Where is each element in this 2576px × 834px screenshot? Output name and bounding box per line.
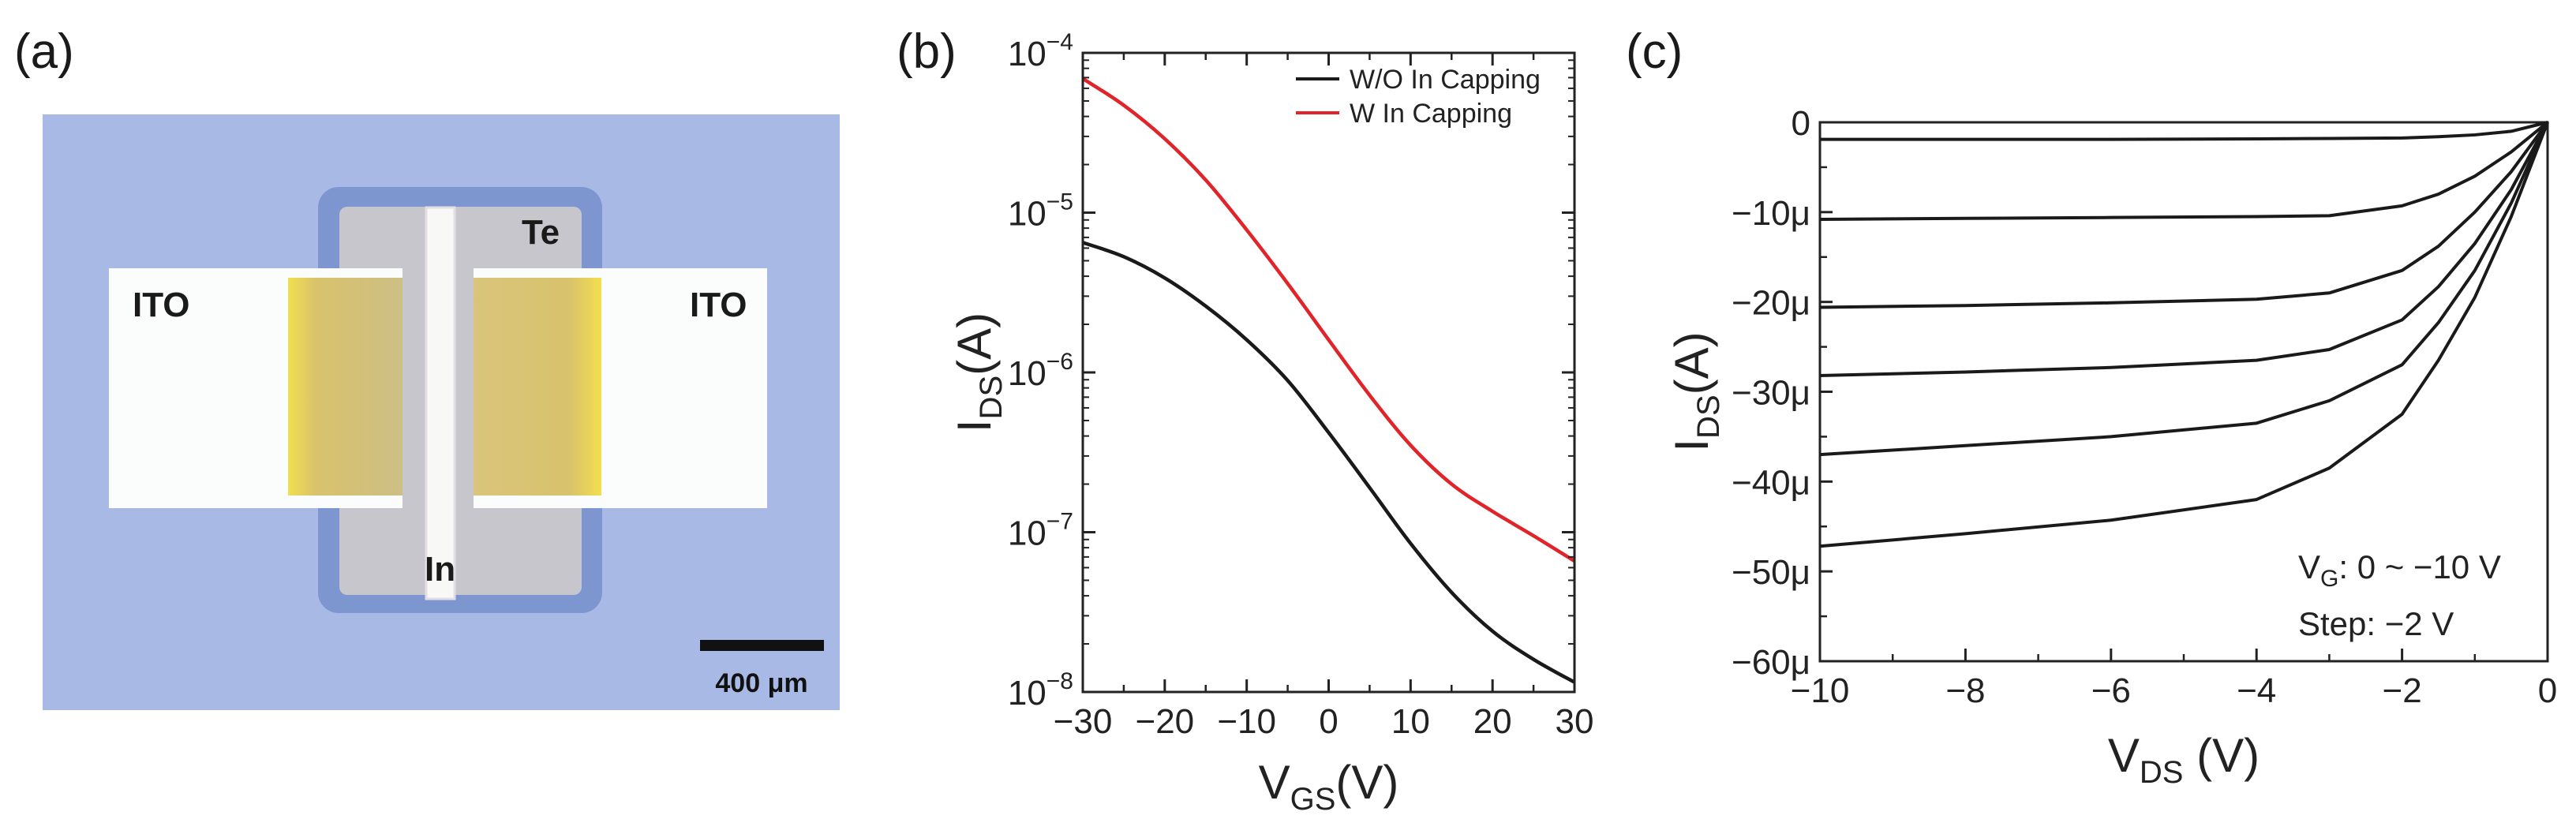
x-tick-label: 30 bbox=[1556, 702, 1594, 741]
series-line-vg-0 bbox=[1820, 121, 2548, 141]
series-line-vg-10 bbox=[1819, 122, 2549, 548]
plot-frame bbox=[1081, 51, 1576, 694]
y-tick-label: −20μ bbox=[1732, 284, 1810, 323]
x-axis-title: VDS (V) bbox=[2108, 729, 2260, 790]
annotation-gate-range: VG: 0 ~ −10 V bbox=[2298, 548, 2501, 592]
x-tick-label: −20 bbox=[1136, 702, 1195, 741]
ito-label-right: ITO bbox=[690, 286, 747, 324]
y-tick-label: −50μ bbox=[1732, 553, 1810, 592]
y-tick-label: 10−7 bbox=[1008, 509, 1073, 553]
series-line-vg-2 bbox=[1819, 121, 2549, 221]
ito-label-left: ITO bbox=[133, 286, 190, 324]
in-label: In bbox=[425, 550, 455, 589]
y-tick-label: 10−6 bbox=[1008, 349, 1073, 393]
y-axis-title: IDS(A) bbox=[948, 312, 1009, 432]
x-tick-label: 10 bbox=[1391, 702, 1430, 741]
x-tick-label: −4 bbox=[2237, 671, 2276, 710]
y-axis-title: IDS(A) bbox=[1665, 331, 1726, 451]
x-tick-label: −2 bbox=[2383, 671, 2422, 710]
chart-output-curves: −10 −8 −6 −4 −2 0 0 −10μ −20μ −30μ −40μ −50μ −60μ VDS… bbox=[1665, 104, 2557, 790]
y-tick-label: −40μ bbox=[1732, 463, 1810, 502]
contact-pad-right bbox=[474, 278, 601, 496]
series-line-vg-6 bbox=[1819, 122, 2549, 378]
x-tick-label: −6 bbox=[2091, 671, 2131, 710]
panel-label-c: (c) bbox=[1626, 24, 1683, 79]
x-tick-label: −10 bbox=[1217, 702, 1276, 741]
scale-bar bbox=[700, 640, 824, 651]
series-line-without-capping bbox=[1082, 241, 1576, 684]
y-tick-label: 0 bbox=[1792, 104, 1810, 143]
legend-label: W/O In Capping bbox=[1350, 65, 1541, 95]
y-tick-label: 10−5 bbox=[1008, 189, 1073, 234]
y-tick-label: −10μ bbox=[1732, 194, 1810, 233]
panel-label-b: (b) bbox=[897, 24, 957, 79]
x-tick-label: −10 bbox=[1791, 671, 1850, 710]
series-line-with-capping bbox=[1081, 77, 1576, 563]
x-tick-label: 0 bbox=[2538, 671, 2557, 710]
x-axis-title: VGS(V) bbox=[1259, 756, 1399, 817]
y-tick-label: −60μ bbox=[1732, 643, 1810, 682]
legend-label: W In Capping bbox=[1350, 99, 1512, 129]
x-tick-label: 20 bbox=[1473, 702, 1512, 741]
x-tick-label: −8 bbox=[1945, 671, 1985, 710]
chart-transfer-curves: −30 −20 −10 0 10 20 30 10−8 10−7 10−6 10−5 10−4 VGS(… bbox=[948, 29, 1593, 817]
contact-pad-left bbox=[288, 278, 402, 496]
y-tick-label: −30μ bbox=[1732, 374, 1810, 413]
annotation-step: Step: −2 V bbox=[2298, 605, 2454, 642]
y-tick-label: 10−4 bbox=[1008, 29, 1073, 73]
series-line-vg-8 bbox=[1819, 122, 2549, 457]
y-tick-label: 10−8 bbox=[1008, 668, 1073, 712]
x-tick-label: 0 bbox=[1319, 702, 1338, 741]
in-strip bbox=[425, 206, 456, 600]
scale-bar-label: 400 μm bbox=[715, 668, 807, 698]
device-micrograph: ITO ITO Te In 400 μm bbox=[43, 114, 840, 710]
te-label: Te bbox=[522, 213, 560, 252]
panel-label-a: (a) bbox=[14, 24, 74, 79]
x-tick-label: −30 bbox=[1054, 702, 1113, 741]
series-line-vg-4 bbox=[1819, 121, 2549, 309]
